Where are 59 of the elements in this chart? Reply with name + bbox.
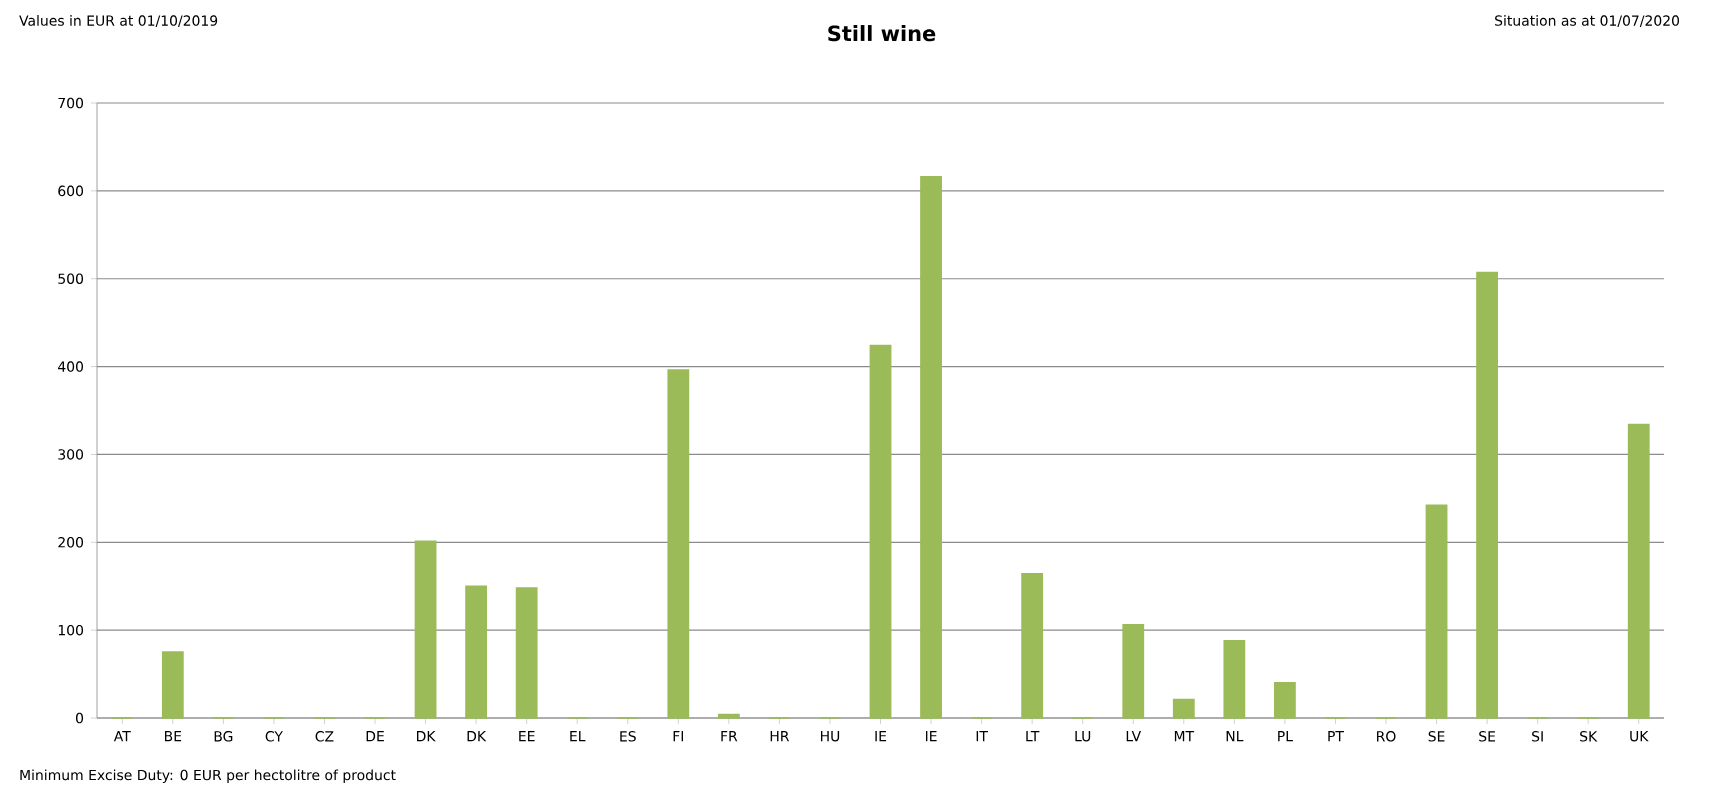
- x-tick-label: DE: [366, 731, 384, 742]
- x-tick-label: UK: [1630, 731, 1649, 742]
- x-tick-label: HU: [820, 731, 840, 742]
- x-tick-label: CZ: [315, 731, 334, 742]
- x-tick-label: FI: [673, 731, 684, 742]
- x-tick-label: DK: [467, 731, 487, 742]
- x-tick-label: FR: [721, 731, 738, 742]
- x-tick-label: IE: [875, 731, 887, 742]
- bar: [920, 176, 942, 719]
- x-tick-label: LT: [1026, 731, 1040, 742]
- bar: [1223, 639, 1246, 719]
- x-tick-label: NL: [1226, 731, 1244, 742]
- bar: [869, 344, 892, 719]
- bar: [667, 369, 690, 719]
- bar: [414, 540, 437, 719]
- x-tick-label: DK: [417, 731, 436, 742]
- text: Values in EUR at 01/10/2019: [19, 15, 218, 27]
- x-tick-label: BE: [165, 731, 182, 742]
- bar: [1021, 573, 1044, 719]
- x-tick-label: SE: [1428, 731, 1445, 742]
- bar: [1627, 423, 1650, 719]
- bar: [1172, 698, 1195, 719]
- x-tick-label: SE: [1479, 731, 1496, 742]
- text: Minimum Excise Duty: 0 EUR per hectolitre of product: [20, 769, 396, 783]
- x-tick-label: SI: [1532, 731, 1543, 742]
- x-tick-label: EE: [519, 731, 535, 742]
- x-tick-label: IE: [925, 731, 937, 742]
- x-tick-label: BG: [214, 731, 233, 742]
- x-tick-label: LV: [1126, 731, 1142, 742]
- x-tick-label: AT: [113, 731, 131, 742]
- x-tick-label: RO: [1377, 731, 1396, 742]
- y-tick-label: 0: [75, 712, 84, 724]
- x-tick-label: MT: [1174, 731, 1195, 742]
- x-tick-label: EL: [570, 731, 586, 742]
- bar: [515, 587, 538, 719]
- bar: [717, 713, 740, 719]
- y-tick-label: 400: [58, 361, 84, 372]
- x-tick-label: PT: [1328, 731, 1344, 742]
- bar: [465, 585, 488, 719]
- bar: [1425, 504, 1448, 719]
- bar: [1273, 682, 1296, 719]
- y-tick-label: 700: [58, 97, 84, 109]
- chart-title: Still wine: [828, 25, 936, 42]
- y-tick-label: 200: [58, 537, 84, 548]
- x-tick-label: LU: [1075, 731, 1091, 742]
- x-tick-label: CY: [265, 731, 283, 742]
- y-tick-label: 600: [58, 185, 84, 197]
- y-tick-label: 100: [58, 624, 84, 636]
- y-tick-label: 300: [58, 449, 84, 460]
- text: Situation as at 01/07/2020: [1495, 15, 1680, 27]
- x-tick-label: IT: [976, 731, 988, 742]
- x-tick-label: ES: [620, 731, 636, 742]
- bar: [161, 651, 184, 719]
- bar: [1122, 624, 1145, 719]
- bar: [1476, 271, 1499, 719]
- x-tick-label: PL: [1278, 731, 1293, 742]
- x-tick-label: SK: [1580, 731, 1598, 742]
- y-tick-label: 500: [58, 273, 84, 284]
- x-tick-label: HR: [770, 731, 790, 742]
